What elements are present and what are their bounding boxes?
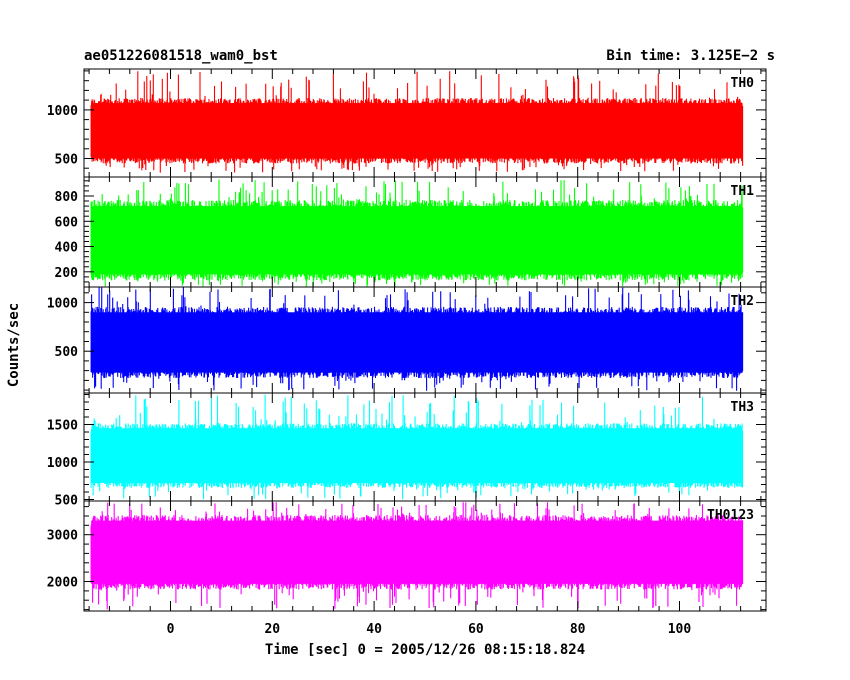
y-tick-label: 400 (55, 241, 79, 256)
x-tick-label: 0 (167, 622, 175, 637)
series-band-th0123 (91, 520, 743, 584)
y-axis-label: Counts/sec (6, 303, 22, 387)
series-band-th1 (91, 206, 743, 275)
x-tick-label: 40 (366, 622, 382, 637)
y-tick-label: 3000 (47, 529, 78, 544)
x-axis-label: Time [sec] 0 = 2005/12/26 08:15:18.824 (265, 642, 585, 658)
y-tick-label: 1000 (47, 456, 78, 471)
x-tick-label: 20 (264, 622, 280, 637)
series-band-th0 (91, 103, 743, 159)
y-tick-label: 1000 (47, 297, 78, 312)
x-tick-label: 60 (468, 622, 484, 637)
panel-th0123: 2000 3000 TH0123 0 20 40 60 80 100 (47, 500, 767, 637)
x-tick-label: 80 (570, 622, 586, 637)
y-tick-label: 600 (55, 215, 79, 230)
series-band-th3 (91, 428, 743, 483)
y-tick-label: 2000 (47, 576, 78, 591)
series-band-th2 (91, 312, 743, 373)
y-tick-label: 200 (55, 266, 79, 281)
panel-th0: 500 1000 TH0 (47, 68, 767, 178)
panel-th1: 200 400 600 800 TH1 (55, 176, 767, 288)
y-tick-label: 500 (55, 153, 79, 168)
chart-title-left: ae051226081518_wam0_bst (84, 48, 278, 64)
panel-label: TH2 (731, 294, 754, 309)
x-tick-label: 100 (668, 622, 692, 637)
panel-th2: 500 1000 TH2 (47, 286, 767, 394)
y-tick-label: 500 (55, 494, 79, 509)
y-tick-label: 1500 (47, 419, 78, 434)
panel-label: TH0 (731, 76, 755, 91)
panel-frame (83, 500, 767, 612)
panel-label: TH0123 (707, 508, 754, 523)
chart-title-right: Bin time: 3.125E−2 s (606, 48, 775, 64)
panel-label: TH1 (731, 184, 755, 199)
panel-label: TH3 (731, 400, 754, 415)
panel-th3: 500 1000 1500 TH3 (47, 392, 767, 509)
y-tick-label: 800 (55, 190, 79, 205)
y-tick-label: 500 (55, 345, 79, 360)
y-tick-label: 1000 (47, 104, 78, 119)
